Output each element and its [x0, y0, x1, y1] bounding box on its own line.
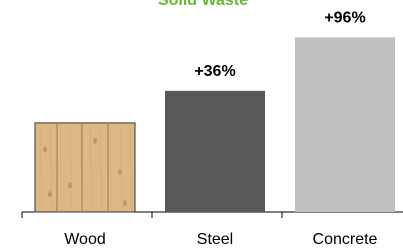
- wood-knot: [43, 147, 47, 153]
- chart-title: Solid Waste: [158, 0, 248, 9]
- data-label: +96%: [324, 10, 365, 27]
- data-label: +36%: [194, 63, 235, 80]
- chart: Solid Waste Wood Steel +36% Concrete +96%: [0, 0, 403, 252]
- wood-knot: [118, 169, 122, 175]
- wood-knot: [93, 138, 97, 144]
- bar: [35, 123, 135, 212]
- bar: [165, 91, 265, 212]
- wood-knot: [123, 200, 127, 206]
- bar: [295, 37, 395, 212]
- x-tick-label: Concrete: [313, 231, 378, 248]
- x-tick-label: Steel: [197, 231, 233, 248]
- x-tick-label: Wood: [64, 231, 106, 248]
